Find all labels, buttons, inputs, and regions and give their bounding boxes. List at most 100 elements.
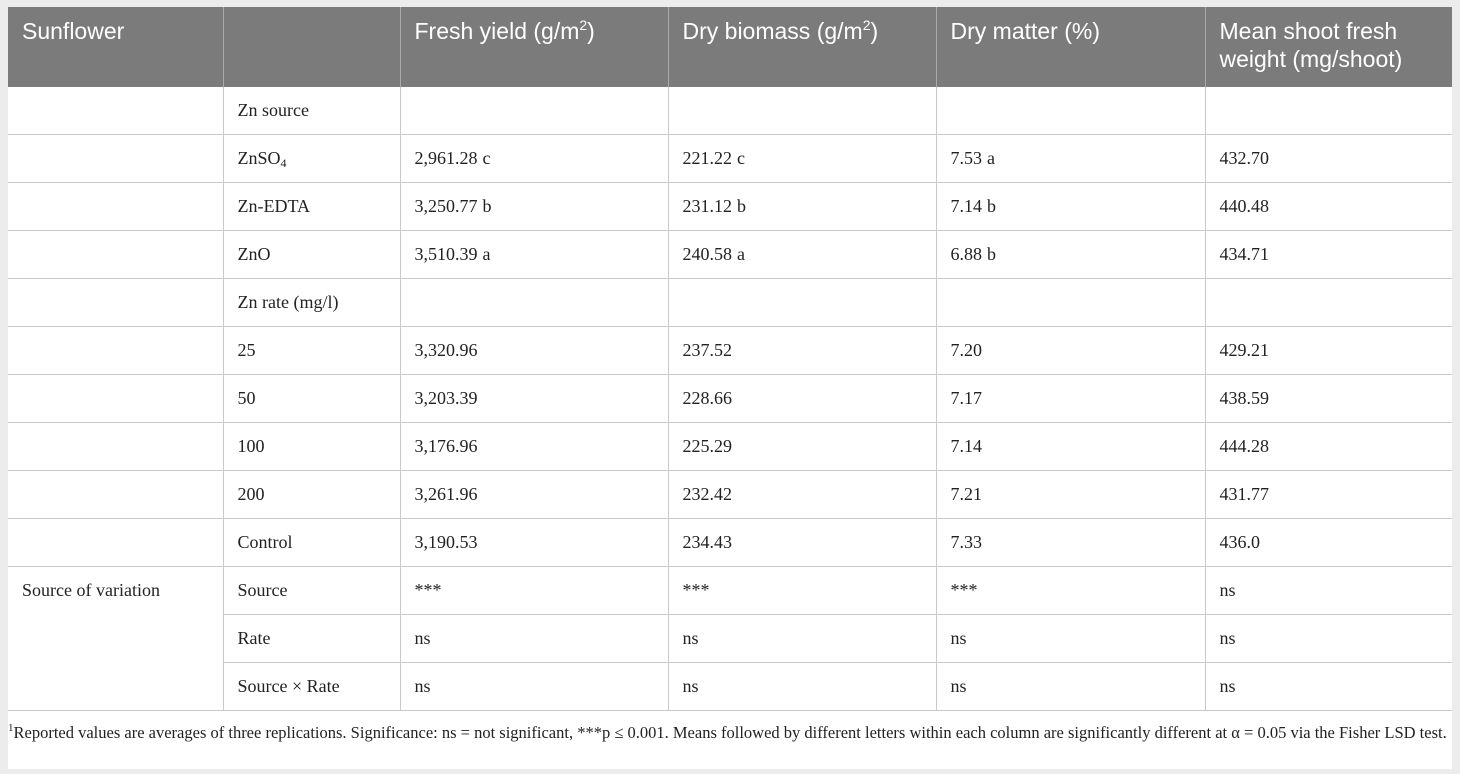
row-label: 50 — [222, 374, 400, 423]
row-label: 25 — [222, 326, 400, 375]
dry-matter-cell: ns — [935, 662, 1205, 711]
table-row: 100 3,176.96 225.29 7.14 444.28 — [8, 422, 1452, 471]
table-cell — [8, 422, 223, 471]
table-cell — [399, 87, 668, 135]
table-cell — [8, 518, 223, 567]
header-sunflower: Sunflower — [8, 7, 223, 87]
table-cell — [8, 615, 223, 663]
dry-biomass-cell: 240.58 a — [667, 230, 936, 279]
table-row: Rate ns ns ns ns — [8, 614, 1452, 663]
table-row: 200 3,261.96 232.42 7.21 431.77 — [8, 470, 1452, 519]
section-label: Zn source — [222, 87, 400, 135]
table-cell — [8, 87, 223, 135]
row-label: ZnSO4 — [222, 134, 400, 183]
dry-biomass-cell: ns — [667, 662, 936, 711]
table-row: Zn rate (mg/l) — [8, 278, 1452, 327]
dry-biomass-cell: 234.43 — [667, 518, 936, 567]
dry-matter-cell: 6.88 b — [935, 230, 1205, 279]
dry-biomass-cell: 237.52 — [667, 326, 936, 375]
table-row: Source of variation Source *** *** *** n… — [8, 566, 1452, 615]
dry-matter-cell: ns — [935, 614, 1205, 663]
footnote-marker: 1 — [8, 722, 14, 734]
fresh-yield-cell: *** — [399, 566, 668, 615]
table-row: Zn-EDTA 3,250.77 b 231.12 b 7.14 b 440.48 — [8, 182, 1452, 231]
table-footnote: 1Reported values are averages of three r… — [8, 723, 1452, 743]
dry-biomass-cell: 232.42 — [667, 470, 936, 519]
dry-biomass-cell: *** — [667, 566, 936, 615]
shoot-weight-cell: 436.0 — [1204, 518, 1452, 567]
dry-biomass-cell: 221.22 c — [667, 134, 936, 183]
shoot-weight-cell: ns — [1204, 566, 1452, 615]
shoot-weight-cell: 440.48 — [1204, 182, 1452, 231]
table-container: Sunflower Fresh yield (g/m2) Dry biomass… — [8, 7, 1452, 769]
row-label: Zn-EDTA — [222, 182, 400, 231]
fresh-yield-cell: ns — [399, 662, 668, 711]
dry-matter-cell: 7.33 — [935, 518, 1205, 567]
table-cell — [8, 470, 223, 519]
row-label: ZnO — [222, 230, 400, 279]
shoot-weight-cell: 431.77 — [1204, 470, 1452, 519]
dry-biomass-cell: 225.29 — [667, 422, 936, 471]
row-label: 100 — [222, 422, 400, 471]
table-cell — [1204, 278, 1452, 327]
table-cell — [8, 134, 223, 183]
header-mean-shoot-fresh-weight: Mean shoot fresh weight (mg/shoot) — [1204, 7, 1452, 87]
data-table: Sunflower Fresh yield (g/m2) Dry biomass… — [8, 7, 1452, 711]
row-label: Source × Rate — [222, 662, 400, 711]
dry-matter-cell: 7.21 — [935, 470, 1205, 519]
table-row: Control 3,190.53 234.43 7.33 436.0 — [8, 518, 1452, 567]
shoot-weight-cell: 432.70 — [1204, 134, 1452, 183]
fresh-yield-cell: 3,203.39 — [399, 374, 668, 423]
dry-matter-cell: 7.14 b — [935, 182, 1205, 231]
table-row: ZnSO4 2,961.28 c 221.22 c 7.53 a 432.70 — [8, 134, 1452, 183]
row-label: Rate — [222, 614, 400, 663]
dry-matter-cell: 7.17 — [935, 374, 1205, 423]
header-fresh-yield: Fresh yield (g/m2) — [399, 7, 668, 87]
footnote-text: Reported values are averages of three re… — [13, 723, 1447, 742]
dry-matter-cell: 7.14 — [935, 422, 1205, 471]
row-label: Source — [222, 566, 400, 615]
fresh-yield-cell: 3,250.77 b — [399, 182, 668, 231]
shoot-weight-cell: ns — [1204, 614, 1452, 663]
dry-biomass-cell: 228.66 — [667, 374, 936, 423]
table-cell — [667, 278, 936, 327]
header-factor — [222, 7, 400, 87]
shoot-weight-cell: ns — [1204, 662, 1452, 711]
fresh-yield-cell: 3,510.39 a — [399, 230, 668, 279]
table-cell — [399, 278, 668, 327]
dry-biomass-cell: 231.12 b — [667, 182, 936, 231]
table-cell — [8, 374, 223, 423]
row-label: 200 — [222, 470, 400, 519]
table-cell — [8, 182, 223, 231]
table-cell — [935, 278, 1205, 327]
row-label: Control — [222, 518, 400, 567]
table-row: Source × Rate ns ns ns ns — [8, 662, 1452, 711]
shoot-weight-cell: 438.59 — [1204, 374, 1452, 423]
table-cell — [1204, 87, 1452, 135]
table-cell — [8, 326, 223, 375]
dry-matter-cell: 7.53 a — [935, 134, 1205, 183]
fresh-yield-cell: ns — [399, 614, 668, 663]
shoot-weight-cell: 444.28 — [1204, 422, 1452, 471]
table-cell — [8, 230, 223, 279]
table-cell — [935, 87, 1205, 135]
section-label: Zn rate (mg/l) — [222, 278, 400, 327]
table-row: ZnO 3,510.39 a 240.58 a 6.88 b 434.71 — [8, 230, 1452, 279]
header-row: Sunflower Fresh yield (g/m2) Dry biomass… — [8, 7, 1452, 87]
header-dry-matter: Dry matter (%) — [935, 7, 1205, 87]
dry-matter-cell: *** — [935, 566, 1205, 615]
fresh-yield-cell: 3,320.96 — [399, 326, 668, 375]
header-dry-biomass: Dry biomass (g/m2) — [667, 7, 936, 87]
shoot-weight-cell: 434.71 — [1204, 230, 1452, 279]
group-label: Source of variation — [22, 580, 160, 601]
dry-biomass-cell: ns — [667, 614, 936, 663]
fresh-yield-cell: 3,176.96 — [399, 422, 668, 471]
fresh-yield-cell: 3,190.53 — [399, 518, 668, 567]
table-row: 50 3,203.39 228.66 7.17 438.59 — [8, 374, 1452, 423]
dry-matter-cell: 7.20 — [935, 326, 1205, 375]
table-cell — [8, 278, 223, 327]
shoot-weight-cell: 429.21 — [1204, 326, 1452, 375]
table-cell — [667, 87, 936, 135]
table-cell — [8, 662, 223, 711]
fresh-yield-cell: 3,261.96 — [399, 470, 668, 519]
